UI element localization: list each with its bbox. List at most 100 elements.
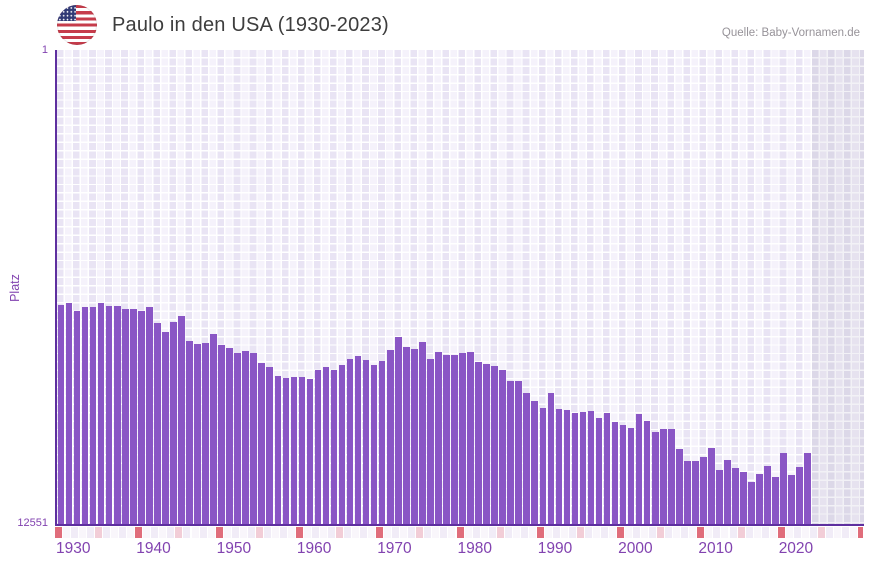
bar-1942[interactable] — [154, 322, 161, 524]
bar-2012[interactable] — [716, 469, 723, 524]
bar-2003[interactable] — [643, 420, 651, 524]
bar-2009[interactable] — [692, 460, 699, 524]
bar-1970[interactable] — [378, 360, 386, 524]
strip-cell-1953 — [239, 527, 247, 538]
bar-1950[interactable] — [218, 344, 225, 524]
bar-1944[interactable] — [170, 321, 177, 524]
bar-2013[interactable] — [724, 459, 731, 524]
bar-1983[interactable] — [483, 363, 490, 524]
bar-1959[interactable] — [290, 376, 298, 524]
bar-2023[interactable] — [804, 452, 812, 524]
bar-1996[interactable] — [587, 410, 595, 524]
bar-1994[interactable] — [571, 412, 579, 524]
bar-2016[interactable] — [748, 481, 755, 524]
bar-1967[interactable] — [354, 355, 362, 524]
bar-1984[interactable] — [491, 365, 498, 524]
bar-1933[interactable] — [81, 306, 89, 524]
bar-1981[interactable] — [467, 351, 474, 524]
bar-1991[interactable] — [547, 392, 555, 524]
bar-1971[interactable] — [386, 349, 394, 524]
bar-1956[interactable] — [266, 366, 274, 524]
bar-2010[interactable] — [700, 456, 707, 524]
bar-1968[interactable] — [362, 359, 370, 524]
strip-cell-1963 — [319, 527, 327, 538]
bar-1997[interactable] — [595, 417, 603, 524]
bar-1988[interactable] — [523, 392, 531, 524]
bar-1937[interactable] — [113, 306, 121, 524]
bar-1955[interactable] — [258, 362, 266, 524]
bar-1934[interactable] — [89, 306, 97, 524]
bar-1973[interactable] — [402, 346, 410, 524]
bar-1952[interactable] — [234, 352, 241, 524]
bar-1992[interactable] — [555, 408, 563, 524]
bar-1985[interactable] — [499, 369, 506, 524]
bar-1972[interactable] — [394, 336, 402, 524]
bar-2018[interactable] — [764, 465, 771, 524]
bar-1939[interactable] — [129, 308, 137, 524]
bar-2008[interactable] — [684, 460, 691, 524]
bar-1995[interactable] — [579, 411, 587, 524]
bar-1947[interactable] — [194, 343, 201, 524]
bar-2005[interactable] — [659, 428, 667, 524]
bar-2015[interactable] — [740, 471, 747, 524]
bar-1965[interactable] — [338, 364, 346, 524]
bar-1977[interactable] — [435, 351, 442, 524]
bar-1993[interactable] — [563, 409, 571, 524]
bar-1938[interactable] — [121, 308, 129, 524]
strip-cell-2027 — [833, 527, 841, 538]
bar-1979[interactable] — [451, 354, 458, 524]
bar-1990[interactable] — [539, 407, 547, 524]
bar-1963[interactable] — [322, 366, 330, 524]
bar-1976[interactable] — [427, 358, 434, 524]
bar-1958[interactable] — [282, 377, 290, 524]
bar-1953[interactable] — [242, 350, 249, 524]
bar-1957[interactable] — [274, 375, 282, 524]
bar-2017[interactable] — [756, 473, 763, 524]
bar-1948[interactable] — [202, 342, 209, 524]
bar-1998[interactable] — [603, 412, 611, 524]
strip-cell-1972 — [392, 527, 400, 538]
bar-1999[interactable] — [611, 421, 619, 524]
bar-1931[interactable] — [65, 303, 73, 524]
bar-1969[interactable] — [370, 364, 378, 524]
bar-1945[interactable] — [178, 315, 185, 524]
bar-2006[interactable] — [667, 428, 675, 524]
bar-1941[interactable] — [146, 306, 153, 524]
bar-1943[interactable] — [162, 331, 169, 524]
bar-2020[interactable] — [780, 452, 787, 524]
bar-1961[interactable] — [306, 378, 314, 524]
bar-1986[interactable] — [507, 380, 514, 524]
bar-1987[interactable] — [515, 380, 522, 524]
bar-1974[interactable] — [411, 348, 418, 524]
bar-1935[interactable] — [97, 303, 105, 524]
bar-1930[interactable] — [57, 305, 65, 524]
strip-cell-1947 — [191, 527, 199, 538]
bar-1980[interactable] — [459, 352, 466, 524]
bar-2011[interactable] — [708, 447, 715, 524]
bar-2014[interactable] — [732, 467, 739, 524]
bar-1978[interactable] — [443, 354, 450, 524]
bar-1949[interactable] — [210, 333, 217, 524]
bar-2019[interactable] — [772, 476, 779, 524]
bar-2004[interactable] — [651, 431, 659, 524]
bar-1966[interactable] — [346, 358, 354, 524]
bar-1932[interactable] — [73, 310, 81, 524]
bar-2021[interactable] — [788, 474, 796, 524]
bar-2022[interactable] — [796, 466, 804, 524]
bar-1951[interactable] — [226, 347, 233, 524]
bar-2007[interactable] — [676, 448, 683, 524]
bar-1975[interactable] — [419, 341, 426, 524]
bar-1954[interactable] — [250, 352, 257, 524]
bar-2002[interactable] — [635, 413, 643, 524]
bar-1960[interactable] — [298, 376, 306, 524]
bar-1936[interactable] — [105, 306, 113, 524]
bar-1989[interactable] — [531, 400, 539, 524]
bar-2001[interactable] — [627, 427, 635, 524]
bar-1982[interactable] — [475, 361, 482, 524]
strip-cell-2018 — [761, 527, 769, 538]
bar-1946[interactable] — [186, 340, 193, 524]
bar-1964[interactable] — [330, 369, 338, 524]
bar-2000[interactable] — [619, 424, 627, 524]
bar-1962[interactable] — [314, 369, 322, 524]
bar-1940[interactable] — [138, 310, 145, 524]
